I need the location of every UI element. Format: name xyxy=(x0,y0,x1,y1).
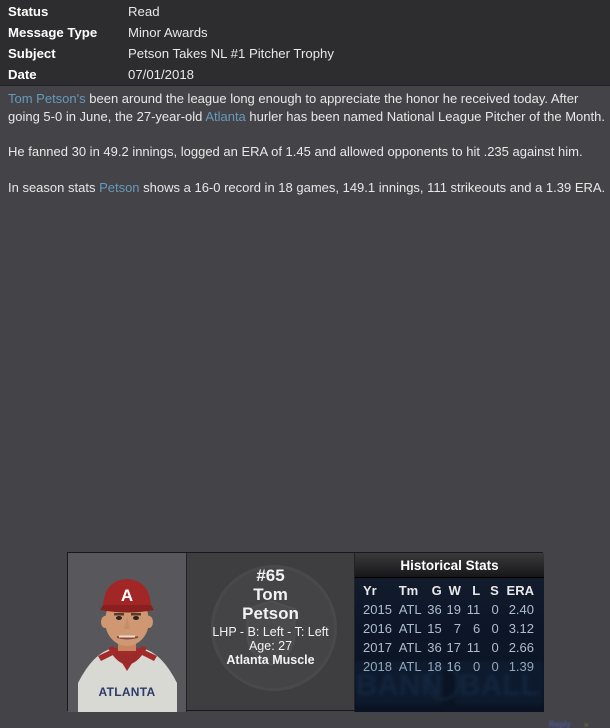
svg-text:A: A xyxy=(121,586,133,605)
svg-text:BALL: BALL xyxy=(459,669,539,702)
svg-text:ATLANTA: ATLANTA xyxy=(99,685,156,699)
